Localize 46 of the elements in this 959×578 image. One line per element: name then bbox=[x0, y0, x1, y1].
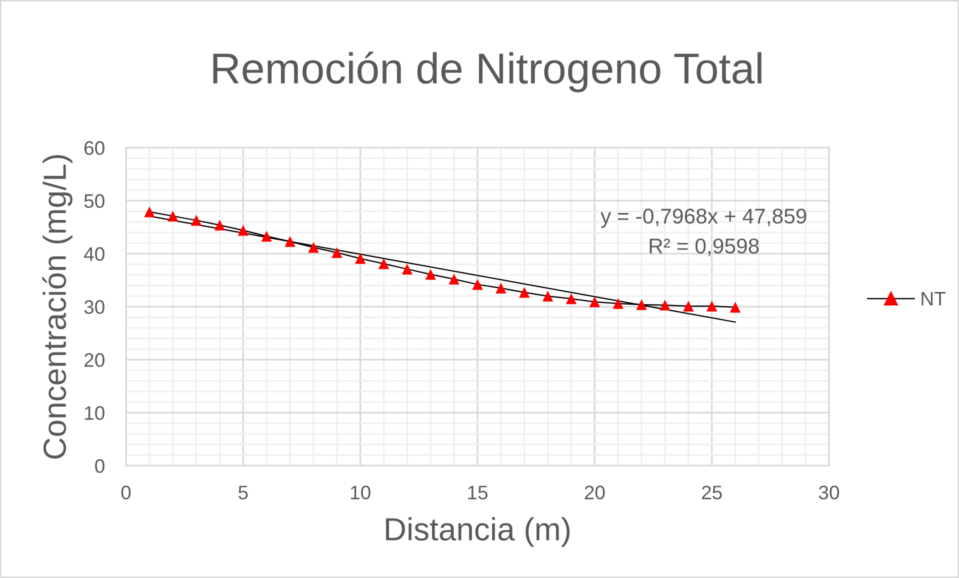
point bbox=[496, 282, 506, 294]
x-tick-label: 10 bbox=[351, 486, 370, 500]
point bbox=[612, 298, 624, 309]
x-tick-label: 15 bbox=[468, 486, 488, 500]
annotation: R² = 0,9598 bbox=[650, 238, 759, 256]
point bbox=[683, 300, 694, 312]
y-tick-label: 0 bbox=[95, 459, 104, 473]
x-axis-title: Distancia (m) bbox=[386, 517, 570, 547]
x-tick-label: 0 bbox=[121, 486, 131, 500]
x-tick-label: 30 bbox=[818, 486, 840, 500]
point bbox=[472, 279, 483, 290]
point bbox=[730, 302, 741, 313]
x-tick-label: 20 bbox=[584, 486, 605, 500]
point bbox=[448, 274, 460, 285]
point bbox=[144, 206, 155, 218]
point bbox=[706, 300, 718, 312]
point bbox=[214, 220, 226, 230]
point bbox=[238, 225, 249, 236]
x-tick-label: 25 bbox=[702, 486, 722, 500]
x-tick-label: 5 bbox=[238, 486, 248, 500]
point bbox=[660, 300, 670, 310]
point bbox=[167, 210, 178, 222]
point bbox=[542, 290, 554, 302]
y-tick-label: 20 bbox=[84, 353, 104, 367]
point bbox=[308, 242, 319, 253]
y-tick-label: 10 bbox=[85, 406, 104, 420]
y-tick-label: 60 bbox=[84, 141, 104, 155]
point bbox=[354, 253, 366, 264]
chart-title: Remoción de Nitrogeno Total bbox=[213, 52, 762, 92]
point bbox=[518, 287, 530, 298]
legend-label: NT bbox=[922, 292, 946, 306]
y-tick-label: 30 bbox=[84, 300, 104, 314]
point bbox=[636, 299, 647, 310]
point bbox=[566, 293, 577, 304]
point bbox=[425, 268, 436, 280]
point bbox=[332, 247, 342, 258]
annotation: y = -0,7968x + 47,859 bbox=[600, 208, 806, 228]
point bbox=[589, 296, 600, 308]
y-tick-label: 40 bbox=[84, 247, 104, 261]
point bbox=[284, 236, 296, 247]
y-axis-title: Concentración (mg/L) bbox=[42, 155, 72, 459]
point bbox=[378, 258, 390, 270]
point bbox=[402, 264, 413, 274]
point bbox=[261, 230, 272, 242]
point bbox=[190, 214, 202, 226]
y-tick-label: 50 bbox=[84, 194, 104, 208]
